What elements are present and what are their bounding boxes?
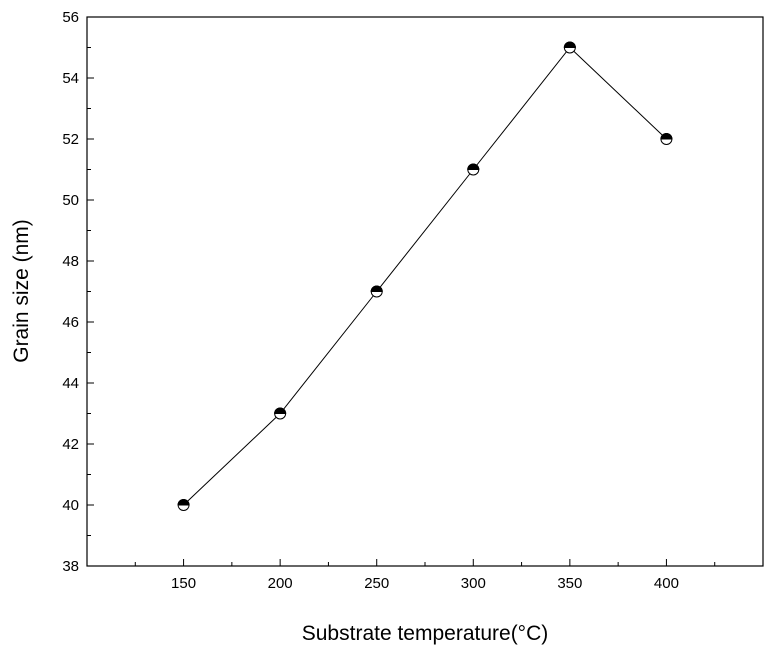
x-axis-title: Substrate temperature(°C) — [302, 622, 549, 645]
data-point — [563, 41, 576, 54]
data-point — [370, 285, 383, 298]
x-tick-label: 400 — [654, 575, 679, 592]
x-tick-label: 350 — [557, 575, 582, 592]
y-tick-label: 54 — [62, 70, 79, 87]
x-tick-label: 250 — [364, 575, 389, 592]
data-point — [467, 163, 480, 176]
y-tick-label: 52 — [62, 131, 79, 148]
y-tick-label: 48 — [62, 253, 79, 270]
data-markers — [177, 41, 673, 511]
x-tick-label: 200 — [268, 575, 293, 592]
plot-frame — [86, 16, 764, 567]
x-axis: 150 200 250 300 350 400 — [134, 559, 716, 592]
series-line — [183, 46, 667, 506]
y-axis: 38 40 42 44 46 48 50 52 54 56 — [62, 9, 94, 575]
y-tick-label: 46 — [62, 314, 79, 331]
x-tick-label: 300 — [461, 575, 486, 592]
y-tick-label: 44 — [62, 375, 79, 392]
y-tick-label: 42 — [62, 436, 79, 453]
x-tick-label: 150 — [171, 575, 196, 592]
data-point — [274, 407, 287, 420]
y-tick-label: 50 — [62, 192, 79, 209]
y-tick-label: 38 — [62, 558, 79, 575]
y-axis-title: Grain size (nm) — [10, 219, 33, 363]
data-point — [660, 133, 673, 145]
data-point — [177, 499, 190, 511]
y-tick-label: 56 — [62, 9, 79, 26]
y-tick-label: 40 — [62, 497, 79, 514]
